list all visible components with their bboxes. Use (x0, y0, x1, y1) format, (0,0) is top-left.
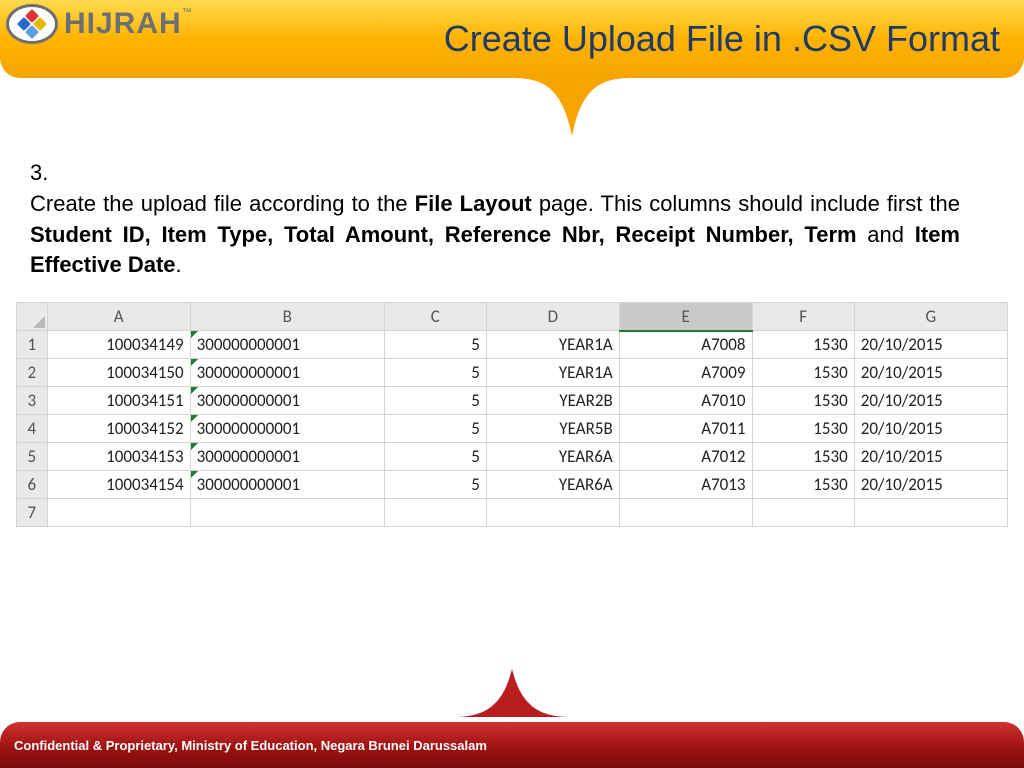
cell: 5 (384, 415, 486, 443)
cell (486, 499, 619, 527)
column-header: D (486, 303, 619, 331)
instruction-paragraph: 3. Create the upload file according to t… (30, 158, 994, 281)
sheet-corner (17, 303, 48, 331)
logo-icon (6, 4, 58, 44)
cell: 100034150 (47, 359, 190, 387)
cell: 5 (384, 443, 486, 471)
cell: 1530 (752, 359, 854, 387)
cell: 1530 (752, 415, 854, 443)
cell (619, 499, 752, 527)
cell (384, 499, 486, 527)
cell: 5 (384, 359, 486, 387)
text-stored-as-number-icon (191, 415, 198, 422)
cell: 300000000001 (190, 387, 384, 415)
cell: A7011 (619, 415, 752, 443)
text-stored-as-number-icon (191, 359, 198, 366)
page-title: Create Upload File in .CSV Format (444, 18, 1000, 60)
column-header: B (190, 303, 384, 331)
cell (190, 499, 384, 527)
cell: 20/10/2015 (854, 331, 1007, 359)
cell: A7013 (619, 471, 752, 499)
cell: 100034151 (47, 387, 190, 415)
column-header: A (47, 303, 190, 331)
row-header: 4 (17, 415, 48, 443)
cell: A7010 (619, 387, 752, 415)
logo-text: HIJRAH (64, 7, 182, 40)
cell: YEAR1A (486, 359, 619, 387)
cell: 20/10/2015 (854, 387, 1007, 415)
cell: 300000000001 (190, 331, 384, 359)
logo-tm: ™ (182, 7, 192, 18)
row-header: 5 (17, 443, 48, 471)
text-stored-as-number-icon (191, 471, 198, 478)
cell (752, 499, 854, 527)
cell: 300000000001 (190, 443, 384, 471)
row-header: 3 (17, 387, 48, 415)
cell: 100034149 (47, 331, 190, 359)
cell: 5 (384, 387, 486, 415)
column-header: G (854, 303, 1007, 331)
spreadsheet-screenshot: ABCDEFG 11000341493000000000015YEAR1AA70… (16, 302, 1008, 527)
cell: 1530 (752, 471, 854, 499)
cell (47, 499, 190, 527)
footer-bar: Confidential & Proprietary, Ministry of … (0, 722, 1024, 768)
column-header: F (752, 303, 854, 331)
cell: 300000000001 (190, 415, 384, 443)
footer-text: Confidential & Proprietary, Ministry of … (14, 738, 487, 753)
row-header: 6 (17, 471, 48, 499)
column-header: E (619, 303, 752, 331)
cell: 100034152 (47, 415, 190, 443)
cell: YEAR6A (486, 443, 619, 471)
footer-pointer-decoration (452, 669, 572, 722)
cell: 20/10/2015 (854, 359, 1007, 387)
cell: 1530 (752, 331, 854, 359)
text-stored-as-number-icon (191, 443, 198, 450)
cell: A7008 (619, 331, 752, 359)
instruction-body: Create the upload file according to the … (30, 189, 960, 281)
text-stored-as-number-icon (191, 387, 198, 394)
text-stored-as-number-icon (191, 331, 198, 338)
cell: YEAR1A (486, 331, 619, 359)
cell: 100034154 (47, 471, 190, 499)
row-header: 7 (17, 499, 48, 527)
logo: HIJRAH™ (6, 4, 192, 44)
cell: 5 (384, 471, 486, 499)
row-header: 2 (17, 359, 48, 387)
cell: 300000000001 (190, 359, 384, 387)
cell: A7009 (619, 359, 752, 387)
cell: 20/10/2015 (854, 415, 1007, 443)
cell: YEAR5B (486, 415, 619, 443)
cell: 300000000001 (190, 471, 384, 499)
cell: YEAR2B (486, 387, 619, 415)
cell: 20/10/2015 (854, 443, 1007, 471)
cell: 100034153 (47, 443, 190, 471)
cell: YEAR6A (486, 471, 619, 499)
instruction-number: 3. (30, 158, 60, 189)
cell: 5 (384, 331, 486, 359)
cell: 20/10/2015 (854, 471, 1007, 499)
cell: A7012 (619, 443, 752, 471)
column-header: C (384, 303, 486, 331)
cell (854, 499, 1007, 527)
cell: 1530 (752, 443, 854, 471)
row-header: 1 (17, 331, 48, 359)
cell: 1530 (752, 387, 854, 415)
